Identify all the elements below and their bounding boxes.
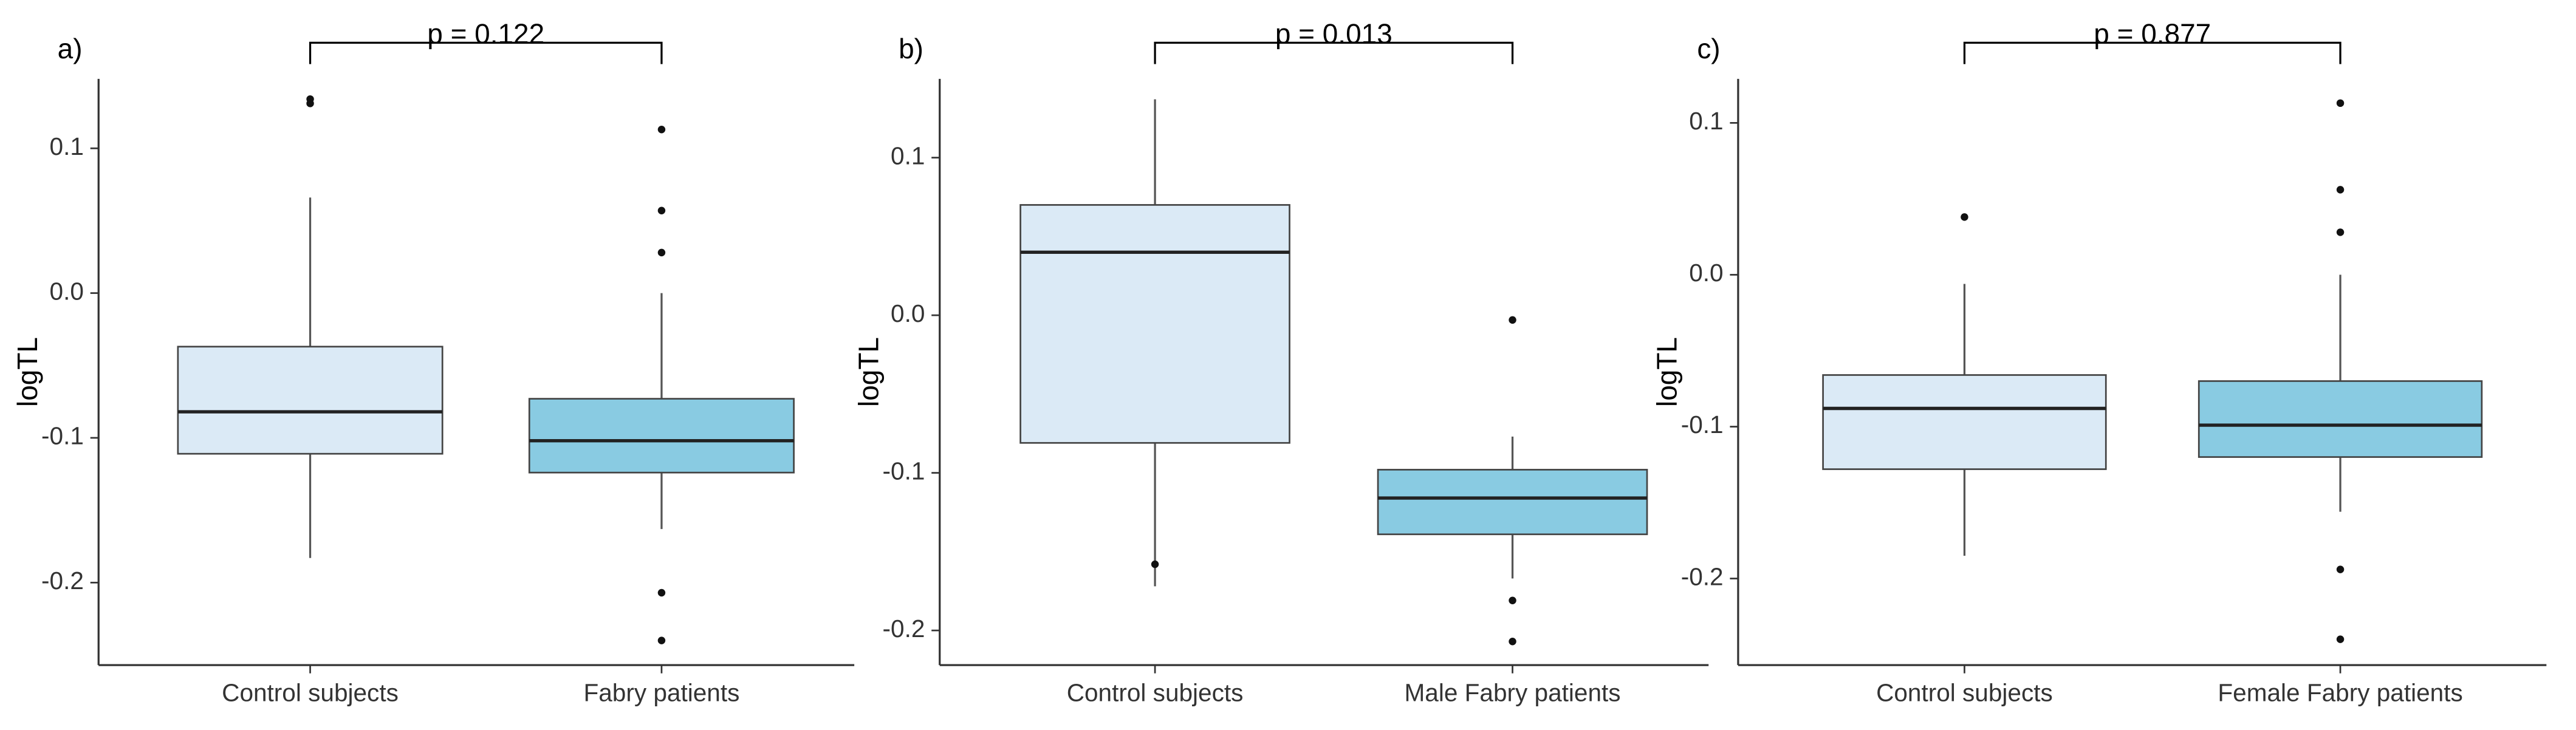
outlier — [1509, 596, 1516, 604]
p-value: p = 0.877 — [2094, 18, 2211, 50]
outlier — [657, 588, 666, 597]
box — [177, 346, 444, 455]
y-tick-label: 0.0 — [1689, 259, 1723, 287]
y-axis-label: logTL — [1651, 337, 1682, 407]
y-tick-label: -0.1 — [1681, 411, 1724, 438]
x-tick-label: Control subjects — [1067, 679, 1244, 707]
p-value: p = 0.122 — [427, 18, 544, 50]
outlier — [657, 636, 666, 644]
y-tick-label: -0.2 — [883, 615, 925, 643]
y-tick-label: 0.1 — [50, 132, 84, 160]
box — [1019, 204, 1290, 444]
y-tick-label: -0.2 — [41, 567, 84, 595]
box — [1377, 469, 1648, 536]
y-tick-label: 0.1 — [1689, 107, 1723, 135]
outlier — [2336, 635, 2345, 643]
x-tick-label: Male Fabry patients — [1405, 679, 1621, 707]
panel-label: b) — [899, 33, 923, 64]
outlier — [1509, 316, 1516, 324]
y-tick-label: 0.0 — [50, 277, 84, 305]
box — [1822, 374, 2107, 470]
bracket — [1963, 41, 2341, 64]
y-tick-label: -0.1 — [41, 422, 84, 450]
x-tick-label: Fabry patients — [583, 679, 739, 707]
outlier — [2336, 99, 2345, 107]
outlier — [2336, 228, 2345, 236]
outlier — [2336, 565, 2345, 573]
outlier — [306, 100, 314, 107]
bracket — [1154, 41, 1514, 64]
outlier — [657, 248, 666, 257]
x-tick-label: Control subjects — [1876, 679, 2053, 707]
outlier — [1509, 638, 1516, 646]
y-axis-label: logTL — [852, 337, 884, 407]
outlier — [1151, 560, 1159, 568]
x-tick-label: Female Fabry patients — [2218, 679, 2462, 707]
y-tick-label: 0.1 — [891, 142, 925, 169]
outlier — [2336, 186, 2345, 194]
panel-label: a) — [58, 33, 83, 64]
y-tick-label: -0.1 — [883, 457, 925, 485]
panel-label: c) — [1697, 33, 1720, 64]
x-tick-label: Control subjects — [222, 679, 399, 707]
outlier — [1961, 213, 1968, 221]
box — [2197, 380, 2483, 458]
y-axis-label: logTL — [12, 337, 43, 407]
outlier — [657, 126, 666, 134]
y-tick-label: -0.2 — [1681, 562, 1724, 590]
outlier — [657, 206, 666, 214]
box — [528, 398, 795, 474]
p-value: p = 0.013 — [1275, 18, 1392, 50]
bracket — [309, 41, 663, 64]
y-tick-label: 0.0 — [891, 299, 925, 327]
